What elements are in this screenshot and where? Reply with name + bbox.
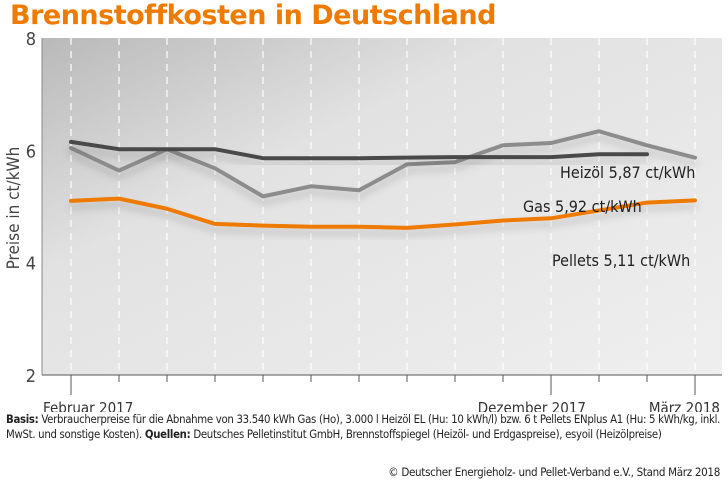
chart-title: Brennstoffkosten in Deutschland: [10, 0, 496, 31]
copyright: © Deutscher Energieholz- und Pellet-Verb…: [388, 465, 720, 479]
y-tick-label: 6: [26, 141, 36, 162]
y-tick-label: 4: [26, 254, 36, 275]
series-line-pellets: [69, 196, 697, 230]
series-label-heizöl: Heizöl 5,87 ct/kWh: [560, 163, 695, 182]
sources-text: Deutsches Pelletinstitut GmbH, Brennstof…: [190, 428, 662, 441]
line-chart: 2 4 6 8 Februar 2017 Dezember 2017 März 2018 Pr…: [4, 29, 722, 412]
series-line-heizöl: [69, 129, 697, 199]
x-tick-label: Dezember 2017: [478, 399, 586, 412]
basis-label: Basis:: [6, 413, 39, 426]
basis-text: Verbraucherpreise für die Abnahme von 33…: [6, 413, 721, 441]
sources-label: Quellen:: [144, 428, 191, 441]
y-axis-label: Preise in ct/kWh: [4, 147, 24, 270]
x-tick-label: Februar 2017: [43, 399, 133, 412]
y-tick-label: 2: [26, 366, 36, 387]
series-line-gas: [69, 139, 649, 161]
footnote: Basis: Verbraucherpreise für die Abnahme…: [6, 412, 722, 442]
x-tick-label: März 2018: [649, 399, 720, 412]
series-label-pellets: Pellets 5,11 ct/kWh: [552, 251, 690, 270]
y-tick-label: 8: [26, 29, 36, 50]
series-label-gas: Gas 5,92 ct/kWh: [523, 197, 642, 216]
